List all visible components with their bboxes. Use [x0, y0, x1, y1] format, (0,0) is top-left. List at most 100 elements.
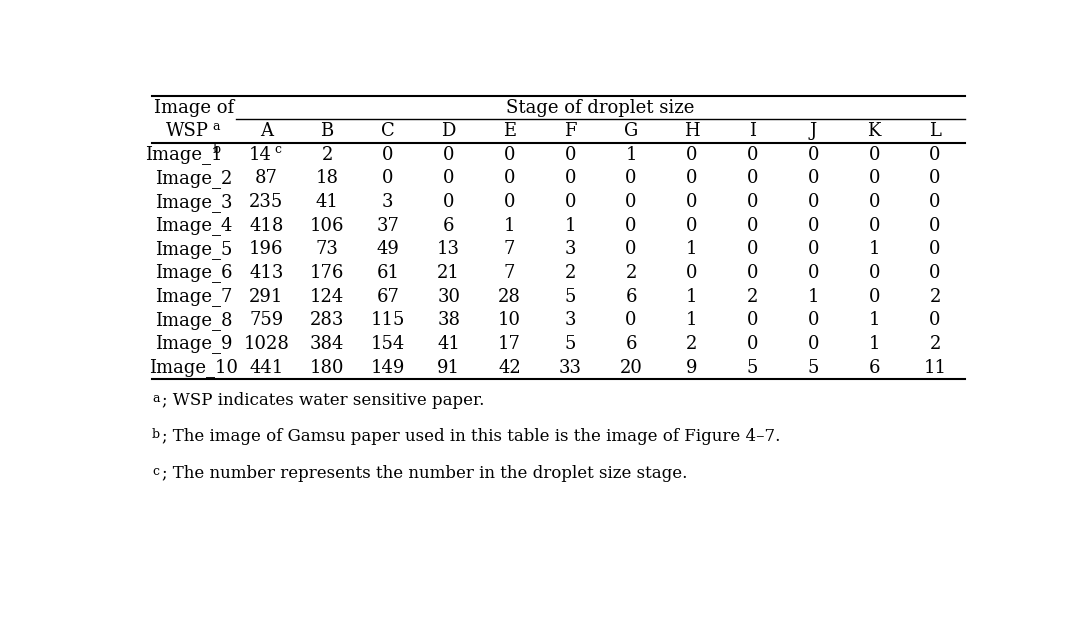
Text: Image_10: Image_10: [149, 358, 238, 377]
Text: 0: 0: [747, 170, 758, 187]
Text: 9: 9: [686, 359, 698, 377]
Text: I: I: [749, 122, 756, 140]
Text: 176: 176: [309, 264, 344, 282]
Text: 0: 0: [747, 311, 758, 330]
Text: 1: 1: [869, 311, 880, 330]
Text: 413: 413: [249, 264, 283, 282]
Text: c: c: [151, 465, 159, 478]
Text: 3: 3: [382, 193, 394, 211]
Text: ; The image of Gamsu paper used in this table is the image of Figure 4–7.: ; The image of Gamsu paper used in this …: [162, 428, 780, 445]
Text: 0: 0: [565, 170, 576, 187]
Text: WSP: WSP: [166, 122, 209, 140]
Text: 124: 124: [309, 288, 344, 305]
Text: 2: 2: [929, 288, 940, 305]
Text: 0: 0: [625, 170, 637, 187]
Text: 5: 5: [747, 359, 758, 377]
Text: 3: 3: [565, 311, 576, 330]
Text: 20: 20: [620, 359, 643, 377]
Text: 5: 5: [808, 359, 819, 377]
Text: 291: 291: [249, 288, 283, 305]
Text: 0: 0: [443, 193, 454, 211]
Text: F: F: [564, 122, 577, 140]
Text: 0: 0: [625, 193, 637, 211]
Text: 6: 6: [869, 359, 880, 377]
Text: G: G: [624, 122, 638, 140]
Text: 37: 37: [377, 217, 399, 235]
Text: 1: 1: [565, 217, 576, 235]
Text: 0: 0: [869, 170, 880, 187]
Text: 41: 41: [316, 193, 339, 211]
Text: 33: 33: [558, 359, 582, 377]
Text: 0: 0: [807, 193, 819, 211]
Text: Image of: Image of: [154, 98, 234, 117]
Text: 2: 2: [625, 264, 636, 282]
Text: 2: 2: [686, 335, 698, 353]
Text: 0: 0: [747, 217, 758, 235]
Text: 0: 0: [807, 264, 819, 282]
Text: 0: 0: [747, 264, 758, 282]
Text: J: J: [809, 122, 817, 140]
Text: 0: 0: [807, 170, 819, 187]
Text: 0: 0: [747, 146, 758, 164]
Text: 61: 61: [377, 264, 399, 282]
Text: 87: 87: [255, 170, 278, 187]
Text: 6: 6: [443, 217, 454, 235]
Text: a: a: [212, 119, 220, 133]
Text: 0: 0: [807, 311, 819, 330]
Text: 49: 49: [377, 241, 399, 258]
Text: 18: 18: [316, 170, 339, 187]
Text: 0: 0: [929, 311, 940, 330]
Text: 1028: 1028: [243, 335, 289, 353]
Text: 0: 0: [625, 217, 637, 235]
Text: 0: 0: [504, 170, 515, 187]
Text: 0: 0: [807, 146, 819, 164]
Text: 759: 759: [249, 311, 283, 330]
Text: 0: 0: [686, 217, 698, 235]
Text: 1: 1: [504, 217, 515, 235]
Text: 5: 5: [565, 288, 576, 305]
Text: 0: 0: [504, 193, 515, 211]
Text: Image_1: Image_1: [145, 145, 223, 164]
Text: 7: 7: [504, 241, 515, 258]
Text: 384: 384: [309, 335, 344, 353]
Text: C: C: [381, 122, 395, 140]
Text: 441: 441: [249, 359, 283, 377]
Text: 0: 0: [686, 170, 698, 187]
Text: Image_5: Image_5: [155, 240, 233, 259]
Text: 0: 0: [382, 170, 394, 187]
Text: 0: 0: [686, 193, 698, 211]
Text: b: b: [212, 143, 221, 156]
Text: 2: 2: [565, 264, 576, 282]
Text: 0: 0: [686, 264, 698, 282]
Text: 149: 149: [371, 359, 405, 377]
Text: ; WSP indicates water sensitive paper.: ; WSP indicates water sensitive paper.: [162, 392, 485, 408]
Text: E: E: [503, 122, 516, 140]
Text: 0: 0: [807, 217, 819, 235]
Text: 73: 73: [316, 241, 339, 258]
Text: 0: 0: [929, 241, 940, 258]
Text: Image_4: Image_4: [155, 217, 233, 235]
Text: 28: 28: [498, 288, 520, 305]
Text: 11: 11: [924, 359, 947, 377]
Text: 0: 0: [443, 146, 454, 164]
Text: 41: 41: [437, 335, 460, 353]
Text: 0: 0: [807, 335, 819, 353]
Text: 2: 2: [929, 335, 940, 353]
Text: Image_8: Image_8: [155, 311, 233, 330]
Text: 91: 91: [437, 359, 460, 377]
Text: 0: 0: [625, 241, 637, 258]
Text: 0: 0: [382, 146, 394, 164]
Text: c: c: [275, 143, 281, 156]
Text: 5: 5: [565, 335, 576, 353]
Text: 0: 0: [625, 311, 637, 330]
Text: H: H: [684, 122, 700, 140]
Text: 1: 1: [625, 146, 637, 164]
Text: 0: 0: [929, 193, 940, 211]
Text: 1: 1: [869, 335, 880, 353]
Text: ; The number represents the number in the droplet size stage.: ; The number represents the number in th…: [162, 465, 687, 482]
Text: 0: 0: [869, 264, 880, 282]
Text: 1: 1: [807, 288, 819, 305]
Text: 154: 154: [371, 335, 405, 353]
Text: 0: 0: [565, 193, 576, 211]
Text: 1: 1: [686, 241, 698, 258]
